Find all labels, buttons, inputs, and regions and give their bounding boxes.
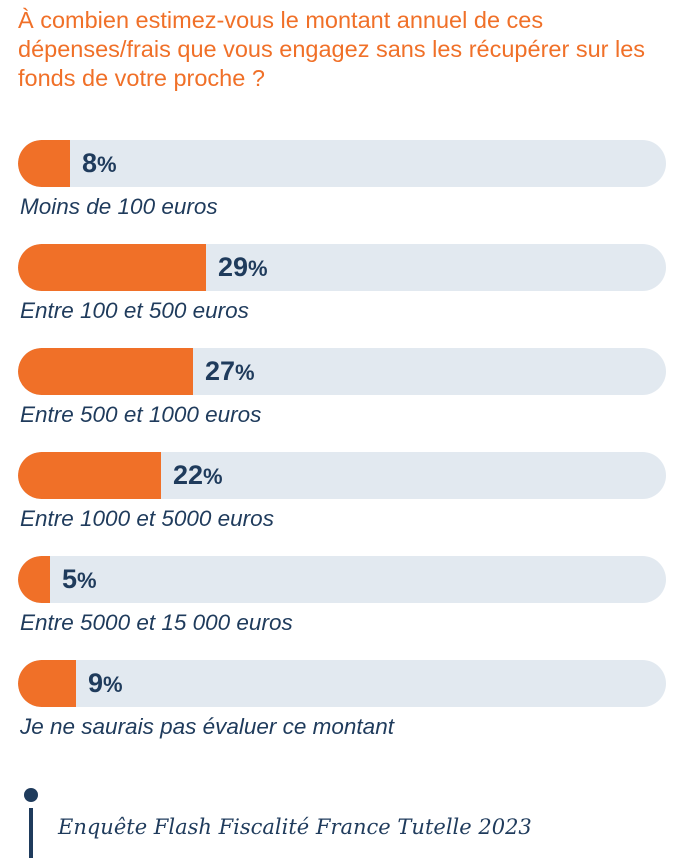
bar-value-label: 5% — [62, 556, 97, 604]
bar-value-label: 22% — [173, 452, 223, 500]
question-title: À combien estimez-vous le montant annuel… — [18, 7, 646, 91]
bar-row: 29% Entre 100 et 500 euros — [18, 244, 666, 348]
bar-row: 27% Entre 500 et 1000 euros — [18, 348, 666, 452]
bar-row: 9% Je ne saurais pas évaluer ce montant — [18, 660, 666, 764]
bar-value-label: 9% — [88, 660, 123, 708]
bar-row: 22% Entre 1000 et 5000 euros — [18, 452, 666, 556]
bar — [18, 348, 193, 395]
bar-value-number: 22 — [173, 460, 204, 490]
bar-track — [18, 452, 666, 499]
bar-track — [18, 348, 666, 395]
bar-value-number: 8 — [82, 148, 98, 178]
bar-track — [18, 556, 666, 603]
source-marker-dot — [24, 788, 38, 802]
bar — [18, 452, 161, 499]
bar — [18, 140, 70, 187]
bar-row: 8% Moins de 100 euros — [18, 140, 666, 244]
bar-value-unit: % — [97, 152, 117, 177]
bar-value-label: 8% — [82, 140, 117, 188]
category-label: Je ne saurais pas évaluer ce montant — [20, 714, 394, 739]
bar — [18, 660, 76, 707]
bar-value-number: 27 — [205, 356, 236, 386]
category-label: Moins de 100 euros — [20, 194, 218, 219]
category-label: Entre 500 et 1000 euros — [20, 402, 262, 427]
bar-value-label: 27% — [205, 348, 255, 396]
source-caption: Enquête Flash Fiscalité France Tutelle 2… — [58, 815, 532, 839]
bar-value-unit: % — [77, 568, 97, 593]
bar-track — [18, 660, 666, 707]
bar-value-number: 9 — [88, 668, 104, 698]
bar — [18, 556, 50, 603]
bar-value-unit: % — [103, 672, 123, 697]
bar-value-unit: % — [235, 360, 255, 385]
category-label: Entre 100 et 500 euros — [20, 298, 249, 323]
bar-track — [18, 140, 666, 187]
category-label: Entre 5000 et 15 000 euros — [20, 610, 293, 635]
source-marker-line — [29, 808, 33, 858]
bar-row: 5% Entre 5000 et 15 000 euros — [18, 556, 666, 660]
bar-value-number: 29 — [218, 252, 249, 282]
bar-value-label: 29% — [218, 244, 268, 292]
bar-value-number: 5 — [62, 564, 78, 594]
bar-chart: 8% Moins de 100 euros 29% Entre 100 et 500 … — [18, 140, 666, 764]
bar — [18, 244, 206, 291]
bar-value-unit: % — [248, 256, 268, 281]
bar-value-unit: % — [203, 464, 223, 489]
category-label: Entre 1000 et 5000 euros — [20, 506, 274, 531]
bar-track — [18, 244, 666, 291]
